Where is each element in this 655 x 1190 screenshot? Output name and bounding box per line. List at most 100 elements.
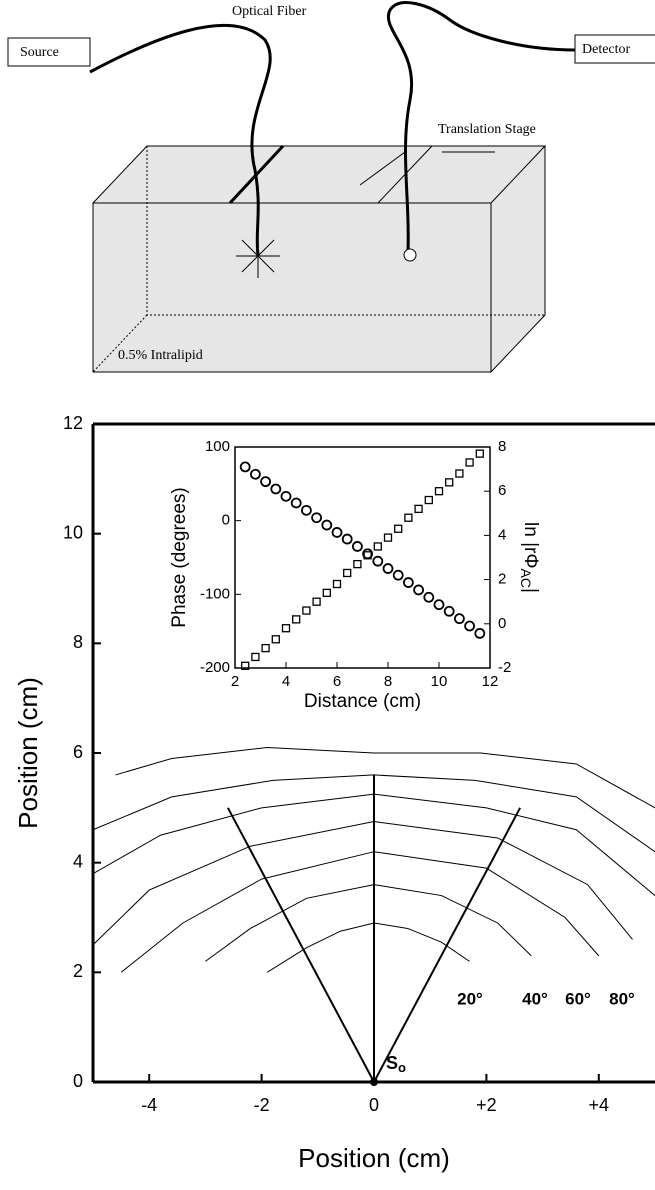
square-point xyxy=(312,597,321,606)
y-tick-label: 2 xyxy=(73,961,83,981)
contour-line xyxy=(120,851,600,973)
circle-point xyxy=(311,512,323,524)
y-tick-label: 12 xyxy=(63,413,83,433)
y-tick-label: -100 xyxy=(200,585,230,602)
y2-tick-label: 2 xyxy=(498,571,506,588)
x-axis-label: Position (cm) xyxy=(298,1143,450,1173)
x-tick-label: +4 xyxy=(589,1095,610,1115)
y-tick-label: 10 xyxy=(63,522,83,542)
square-point xyxy=(261,643,270,653)
square-point xyxy=(281,624,291,633)
square-point xyxy=(404,513,413,522)
x-tick-label: 2 xyxy=(231,673,239,690)
y-tick-label: 0 xyxy=(73,1071,83,1091)
detector-box xyxy=(574,34,655,64)
circle-point xyxy=(260,476,272,488)
ray xyxy=(226,807,375,1083)
square-point xyxy=(292,615,301,624)
square-point xyxy=(271,635,280,644)
detector-tip xyxy=(403,248,417,262)
tank-fill xyxy=(93,146,545,372)
circle-point xyxy=(239,461,251,473)
square-point xyxy=(475,449,484,458)
square-point xyxy=(445,478,454,487)
y2-axis-label-sub: AC xyxy=(518,569,534,588)
emission-arrows xyxy=(236,234,280,278)
contour-line xyxy=(92,774,655,853)
y2-axis-label: ln |rΦAC| xyxy=(518,522,541,593)
circle-point xyxy=(270,483,282,495)
y2-tick-label: 0 xyxy=(498,615,506,632)
x-tick-label: +2 xyxy=(476,1095,497,1115)
contour-line xyxy=(266,922,470,973)
source-fiber xyxy=(89,24,272,256)
angle-label: 60° xyxy=(565,989,591,1008)
square-point xyxy=(465,458,474,467)
stage-arrow xyxy=(359,151,406,186)
x-tick-label: -4 xyxy=(141,1095,157,1115)
circle-point xyxy=(280,490,292,502)
x-tick-label: 4 xyxy=(282,673,290,690)
square-point xyxy=(322,588,331,598)
circle-point xyxy=(464,620,476,632)
y2-tick-label: 6 xyxy=(498,482,506,499)
circle-point xyxy=(372,555,384,567)
angle-label: 20° xyxy=(457,989,483,1008)
angle-label: 80° xyxy=(609,989,635,1008)
fiber-label: Optical Fiber xyxy=(232,4,307,19)
circle-point xyxy=(474,627,486,639)
medium-label: 0.5% Intralipid xyxy=(118,348,203,363)
y2-axis-label-main: ln |rΦ xyxy=(520,522,541,569)
circle-point xyxy=(321,519,333,531)
square-point xyxy=(251,652,260,662)
y-tick-label: 0 xyxy=(222,512,230,529)
y2-tick-label: -2 xyxy=(498,659,511,676)
x-tick-label: 10 xyxy=(431,673,448,690)
apparatus-diagram xyxy=(7,1,655,373)
ray xyxy=(373,807,522,1083)
x-tick-label: 12 xyxy=(482,673,499,690)
square-point xyxy=(363,551,372,560)
circle-point xyxy=(351,541,363,552)
inset-frame xyxy=(234,446,491,669)
detector-label: Detector xyxy=(582,42,631,57)
y2-axis-label-end: | xyxy=(520,588,541,593)
x-axis-label: Distance (cm) xyxy=(304,691,421,712)
source-label: So xyxy=(386,1053,406,1076)
square-point xyxy=(424,495,433,505)
plots: 0 2 4 6 8 10 12 -4 -2 0 +2 +4 Position (cm) Position … xyxy=(13,413,655,1173)
square-point xyxy=(383,533,393,542)
square-point xyxy=(414,504,423,514)
contour-line xyxy=(205,884,532,962)
square-point xyxy=(302,606,311,615)
circle-point xyxy=(300,504,312,516)
stage-label: Translation Stage xyxy=(438,122,536,137)
y-tick-label: 4 xyxy=(73,851,83,871)
angle-label: 40° xyxy=(522,989,548,1008)
detector-fiber xyxy=(386,1,576,251)
y-tick-label: 100 xyxy=(205,438,230,455)
circle-point xyxy=(392,569,404,581)
source-label: Source xyxy=(20,45,59,60)
square-point xyxy=(343,568,352,578)
source-box xyxy=(7,37,91,67)
x-tick-label: 0 xyxy=(369,1095,379,1115)
y-tick-label: 6 xyxy=(73,742,83,762)
tank-top xyxy=(92,145,547,204)
circle-point xyxy=(413,584,425,596)
circle-point xyxy=(443,605,455,617)
square-point xyxy=(394,524,403,533)
source-label-main: S xyxy=(386,1053,398,1073)
x-tick-label: 6 xyxy=(333,673,341,690)
tank-side xyxy=(490,146,546,373)
circle-point xyxy=(382,563,394,574)
source-label-sub: o xyxy=(398,1060,406,1075)
tank-front xyxy=(92,202,492,373)
y2-tick-label: 8 xyxy=(498,438,506,455)
circle-point xyxy=(433,599,445,611)
x-tick-label: 8 xyxy=(384,673,392,690)
y-tick-label: -200 xyxy=(200,659,230,676)
contour-line xyxy=(92,821,633,946)
y-axis-label: Position (cm) xyxy=(13,677,43,829)
